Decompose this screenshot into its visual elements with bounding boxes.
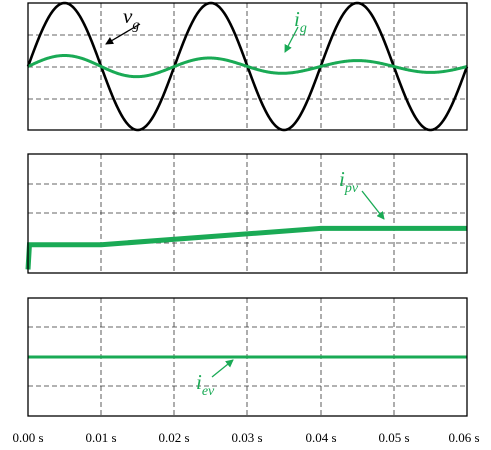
iev-arrow	[211, 359, 234, 378]
x-tick-label: 0.00 s	[12, 430, 43, 445]
vg-label: vg	[123, 4, 139, 33]
vg-arrow	[105, 23, 141, 45]
ipv-arrow	[361, 190, 385, 220]
panel-3-frame	[27, 297, 468, 417]
panel-1-frame	[27, 2, 468, 131]
x-tick-label: 0.05 s	[378, 430, 409, 445]
panel-pv-current: ipv	[25, 153, 468, 274]
x-tick-label: 0.06 s	[448, 430, 479, 445]
x-axis-ticks: 0.00 s 0.01 s 0.02 s 0.03 s 0.04 s 0.05 …	[12, 430, 479, 445]
ig-label: ig	[294, 7, 307, 36]
panel-2-frame	[27, 153, 468, 274]
x-tick-label: 0.01 s	[85, 430, 116, 445]
series-ipv-line	[25, 225, 467, 270]
ipv-label: ipv	[339, 167, 359, 196]
panel-3-gridlines	[28, 298, 467, 416]
x-tick-label: 0.02 s	[158, 430, 189, 445]
ig-arrow	[284, 26, 299, 53]
x-tick-label: 0.03 s	[231, 430, 262, 445]
panel-2-gridlines	[28, 154, 467, 273]
iev-label: iev	[196, 370, 215, 399]
series-ig-line	[27, 53, 468, 79]
panel-ev-current: iev	[27, 297, 468, 417]
panel-grid-voltage-current: vg ig	[26, 1, 469, 132]
x-tick-label: 0.04 s	[305, 430, 336, 445]
